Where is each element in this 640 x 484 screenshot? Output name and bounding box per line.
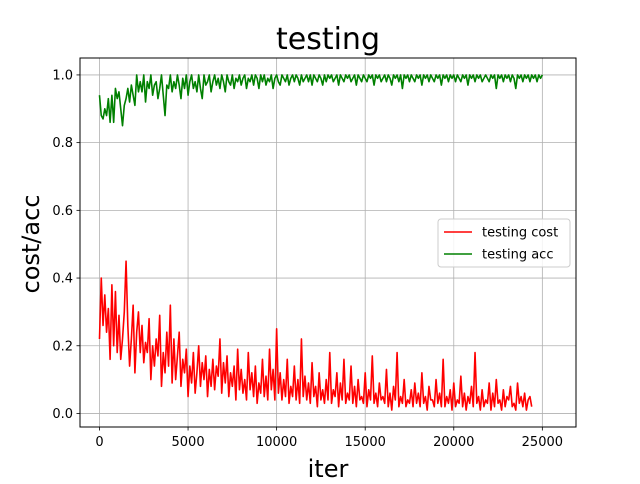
y-tick-label: 0.8 — [52, 136, 73, 151]
x-tick-label: 10000 — [256, 435, 297, 450]
testing-acc-line — [98, 74, 544, 127]
chart-title: testing — [276, 22, 380, 57]
x-axis-label: iter — [308, 455, 349, 480]
legend-label-testing-cost: testing cost — [482, 226, 558, 241]
x-tick-label: 0 — [95, 435, 103, 450]
x-tick-label: 25000 — [522, 435, 563, 450]
legend-label-testing-acc: testing acc — [482, 248, 553, 263]
x-tick-label: 20000 — [433, 435, 474, 450]
y-tick-label: 0.4 — [52, 272, 73, 287]
grid — [80, 58, 576, 427]
series-lines — [98, 74, 544, 411]
legend-box — [437, 218, 571, 268]
y-axis-label: cost/acc — [17, 195, 45, 294]
y-tick-label: 0.0 — [52, 407, 73, 422]
legend: testing cost testing acc — [437, 218, 571, 268]
y-tick-label: 1.0 — [52, 68, 73, 83]
x-tick-label: 5000 — [172, 435, 205, 450]
plot-frame — [79, 57, 577, 428]
y-tick-label: 0.6 — [52, 204, 73, 219]
axis-ticks: 0 5000 10000 15000 20000 25000 0.0 0.2 0.4 0.6 0.8… — [52, 68, 563, 450]
x-tick-label: 15000 — [345, 435, 386, 450]
testing-cost-line — [98, 260, 533, 411]
y-tick-label: 0.2 — [52, 339, 73, 354]
